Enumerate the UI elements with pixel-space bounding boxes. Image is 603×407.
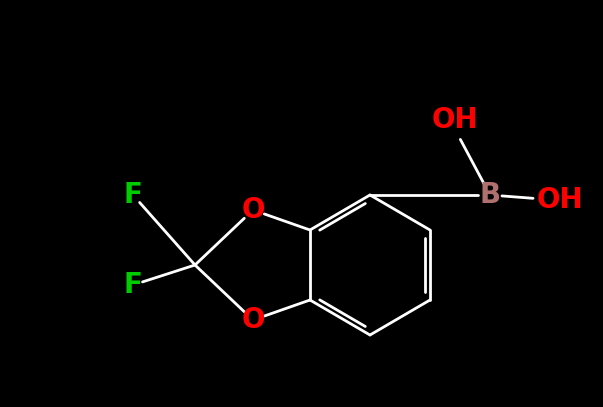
Text: OH: OH [537,186,583,214]
Text: B: B [479,181,500,209]
Text: O: O [241,196,265,224]
Text: F: F [124,181,142,209]
Text: F: F [124,271,142,299]
Text: OH: OH [432,106,478,134]
Text: O: O [241,306,265,334]
